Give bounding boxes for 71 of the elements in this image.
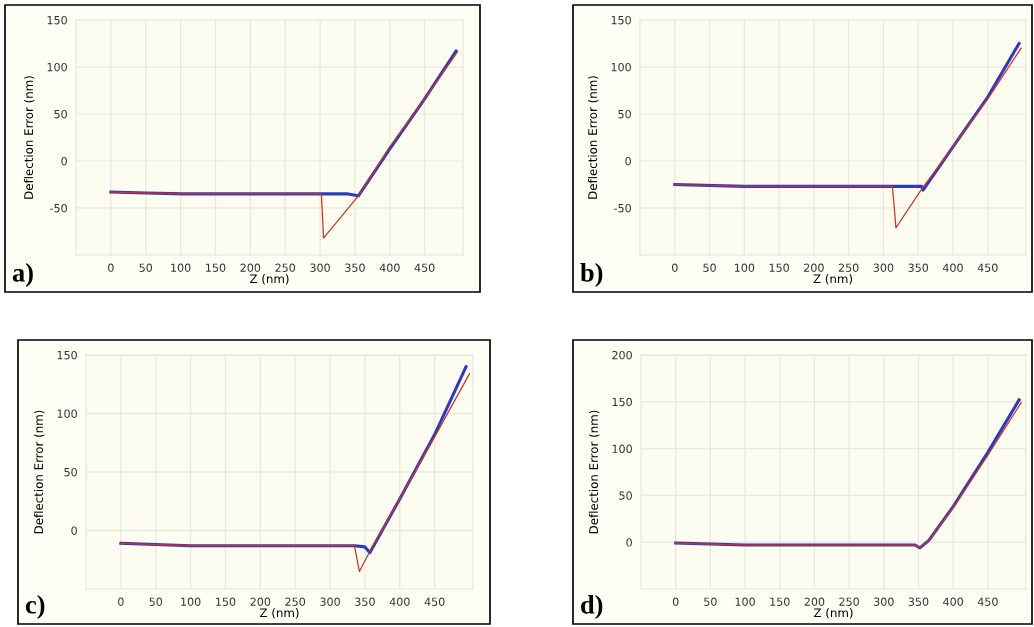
y-tick-label: 0 xyxy=(625,156,631,166)
y-tick-label: -50 xyxy=(614,203,631,213)
x-tick-label: 100 xyxy=(735,597,755,606)
text: c) xyxy=(25,595,45,619)
y-axis-title: Deflection Error (nm) xyxy=(33,410,45,534)
y-tick-label: 50 xyxy=(54,109,67,119)
x-tick-label: 0 xyxy=(672,597,679,606)
y-tick-label: 100 xyxy=(611,62,631,72)
x-tick-label: 200 xyxy=(804,263,824,272)
x-tick-label: 350 xyxy=(908,263,929,272)
x-tick-label: 350 xyxy=(355,597,375,606)
x-axis-title: Z (nm) xyxy=(260,608,299,619)
x-tick-label: 50 xyxy=(149,597,163,606)
x-tick-label: 350 xyxy=(908,597,929,606)
x-tick-label: 0 xyxy=(118,597,124,606)
x-tick-label: 100 xyxy=(171,263,191,272)
x-tick-label: 150 xyxy=(769,263,789,272)
y-tick-label: 0 xyxy=(626,538,632,547)
x-tick-label: 0 xyxy=(671,263,678,272)
x-tick-label: 400 xyxy=(389,597,410,606)
x-tick-label: 150 xyxy=(206,263,226,272)
x-tick-label: 350 xyxy=(345,263,365,272)
text: d) xyxy=(581,595,603,619)
x-tick-label: 250 xyxy=(275,263,296,272)
x-tick-label: 250 xyxy=(285,597,306,606)
y-tick-label: 0 xyxy=(61,156,67,166)
y-tick-label: 50 xyxy=(619,491,632,500)
x-tick-label: 50 xyxy=(139,263,153,272)
y-tick-label: 150 xyxy=(47,15,67,25)
x-tick-label: 200 xyxy=(250,597,271,606)
x-tick-label: 300 xyxy=(874,597,894,606)
x-tick-label: 300 xyxy=(320,597,340,606)
x-tick-label: 150 xyxy=(216,597,236,606)
x-tick-label: 300 xyxy=(873,263,894,272)
x-tick-label: 300 xyxy=(310,263,330,272)
x-tick-label: 50 xyxy=(704,597,717,606)
y-tick-label: 50 xyxy=(64,467,77,477)
x-tick-label: 200 xyxy=(804,597,825,606)
y-axis-title: Deflection Error (nm) xyxy=(588,410,600,534)
x-tick-label: 250 xyxy=(838,263,859,272)
x-tick-label: 250 xyxy=(839,597,859,606)
y-tick-label: 100 xyxy=(47,62,67,72)
x-tick-label: 100 xyxy=(734,263,755,272)
y-tick-label: 150 xyxy=(612,397,632,407)
y-axis-title: Deflection Error (nm) xyxy=(23,76,35,199)
y-tick-label: 100 xyxy=(57,409,77,418)
y-axis-title: Deflection Error (nm) xyxy=(587,76,599,199)
y-tick-label: -50 xyxy=(50,203,67,213)
x-axis-title: Z (nm) xyxy=(250,274,289,285)
x-axis-title: Z (nm) xyxy=(814,608,853,619)
x-tick-label: 0 xyxy=(108,263,114,272)
y-tick-label: 50 xyxy=(618,109,631,119)
x-tick-label: 400 xyxy=(379,263,400,272)
y-tick-label: 100 xyxy=(612,444,632,453)
x-tick-label: 400 xyxy=(942,263,963,272)
x-axis-title: Z (nm) xyxy=(813,274,852,285)
x-tick-label: 450 xyxy=(424,597,445,606)
x-tick-label: 200 xyxy=(240,263,261,272)
y-tick-label: 0 xyxy=(71,526,77,535)
y-tick-label: 150 xyxy=(57,350,77,360)
x-tick-label: 100 xyxy=(181,597,201,606)
x-tick-label: 400 xyxy=(943,597,964,606)
text: b) xyxy=(580,263,603,287)
x-tick-label: 450 xyxy=(414,263,435,272)
x-tick-label: 450 xyxy=(977,263,998,272)
y-tick-label: 150 xyxy=(611,15,631,25)
y-tick-label: 200 xyxy=(612,350,632,360)
text: a) xyxy=(12,263,33,287)
x-tick-label: 150 xyxy=(770,597,790,606)
x-tick-label: 450 xyxy=(977,597,998,606)
x-tick-label: 50 xyxy=(703,263,716,272)
